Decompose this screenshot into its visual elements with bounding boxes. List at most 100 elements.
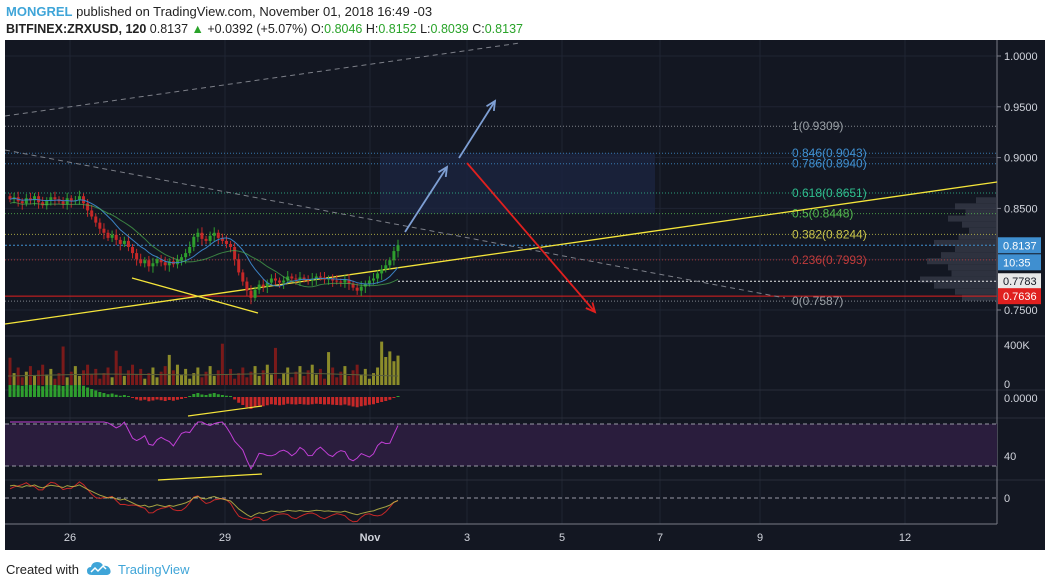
macd-histogram-bar	[269, 397, 273, 405]
x-tick-label: 29	[219, 532, 231, 544]
publish-info: published on TradingView.com, November 0…	[76, 4, 433, 19]
volume-bar	[65, 377, 69, 385]
macd-histogram-bar	[327, 397, 331, 405]
macd-histogram-bar	[388, 397, 392, 400]
candle-body	[53, 197, 57, 200]
volume-bar	[351, 370, 355, 385]
volume-profile-bar	[958, 233, 997, 240]
tradingview-link[interactable]: TradingView	[118, 562, 190, 577]
volume-bar	[310, 364, 314, 385]
upper-dashed-trendline	[4, 42, 521, 117]
macd-histogram-bar	[200, 394, 204, 397]
volume-profile-bar	[965, 209, 997, 216]
candle-body	[61, 201, 65, 205]
macd-histogram-bar	[143, 397, 147, 400]
macd-histogram-bar	[367, 397, 371, 405]
candle-body	[37, 196, 41, 203]
candle-body	[90, 210, 94, 217]
volume-bar	[69, 371, 73, 385]
volume-bar	[314, 374, 318, 385]
macd-histogram-bar	[73, 385, 77, 397]
macd-histogram-bar	[16, 385, 20, 397]
countdown-tag: 10:35	[1003, 257, 1031, 269]
macd-histogram-bar	[380, 397, 384, 402]
candle-body	[180, 257, 184, 261]
current-price-tag-bg	[998, 237, 1041, 254]
fib-label: 0.5(0.8448)	[792, 207, 853, 221]
macd-histogram-bar	[65, 385, 69, 397]
macd-histogram-bar	[106, 394, 110, 397]
volume-bar	[180, 374, 184, 385]
volume-bar	[241, 367, 245, 385]
macd-histogram-bar	[302, 397, 306, 405]
volume-bar	[265, 364, 269, 385]
macd-histogram-bar	[347, 397, 351, 406]
macd-histogram-bar	[363, 397, 367, 406]
candle-body	[20, 201, 24, 204]
volume-bar	[376, 367, 380, 385]
osc-signal-line	[9, 484, 399, 518]
volume-zero-label: 0	[1004, 379, 1010, 391]
tradingview-cloud-icon[interactable]	[86, 560, 112, 578]
macd-histogram-bar	[147, 397, 151, 402]
macd-histogram-bar	[290, 397, 294, 405]
volume-bar	[139, 368, 143, 385]
volume-bar	[184, 368, 188, 385]
candle-body	[290, 276, 294, 279]
volume-bar	[155, 377, 159, 385]
volume-bar	[102, 373, 106, 385]
volume-bar	[233, 378, 237, 385]
chart-canvas[interactable]: 1(0.9309) 0.846(0.9043)0.786(0.8940) 0.618…	[0, 40, 1049, 550]
macd-histogram-bar	[245, 397, 249, 408]
author-name[interactable]: MONGREL	[6, 4, 73, 19]
volume-bar	[384, 357, 388, 385]
symbol-line: BITFINEX:ZRXUSD, 120 0.8137 ▲ +0.0392 (+…	[6, 22, 523, 36]
candle-body	[269, 278, 273, 283]
volume-profile-bar	[955, 203, 997, 210]
candle-body	[212, 232, 216, 236]
volume-bar	[273, 347, 277, 385]
volume-profile-bar	[976, 197, 997, 204]
macd-histogram-bar	[8, 385, 12, 397]
volume-bar	[286, 367, 290, 385]
macd-histogram-bar	[339, 397, 343, 406]
candle-body	[86, 203, 90, 211]
volume-profile-bar	[951, 270, 997, 277]
candle-body	[106, 232, 110, 238]
level-price-tag-bg	[998, 273, 1041, 290]
red-arrow	[466, 162, 596, 313]
volume-bar	[8, 357, 12, 385]
rsi-pane	[5, 421, 997, 481]
macd-histogram-bar	[139, 397, 143, 401]
candle-body	[339, 281, 343, 283]
mid-dashed-trendline	[4, 149, 786, 299]
blue-arrow-1-head	[437, 165, 449, 178]
candle-body	[196, 232, 200, 237]
candle-body	[28, 198, 32, 201]
candle-body	[98, 222, 102, 229]
fib-label: 1(0.9309)	[792, 119, 843, 133]
rsi-axis-label: 40	[1004, 451, 1016, 463]
close-value: 0.8137	[484, 22, 523, 36]
volume-bar	[302, 375, 306, 385]
macd-histogram-bar	[298, 397, 302, 404]
candle-body	[114, 234, 118, 240]
candle-body	[355, 287, 359, 291]
last-price: 0.8137	[149, 22, 189, 36]
volume-bar	[367, 378, 371, 385]
blue-arrow-2-head	[486, 99, 497, 112]
volume-bar	[122, 375, 126, 385]
price-change: +0.0392 (+5.07%)	[207, 22, 308, 36]
oscillator-pane	[5, 481, 997, 523]
macd-histogram-bar	[212, 393, 216, 397]
volume-bar	[392, 361, 396, 385]
x-tick-label: 5	[559, 532, 565, 544]
volume-bar	[33, 375, 37, 385]
volume-bar	[114, 350, 118, 385]
volume-bar	[298, 366, 302, 385]
candle-body	[294, 278, 298, 280]
macd-histogram-bar	[216, 394, 220, 397]
macd-histogram-bar	[155, 397, 159, 400]
candle-body	[135, 253, 139, 260]
macd-histogram-bar	[151, 397, 155, 401]
